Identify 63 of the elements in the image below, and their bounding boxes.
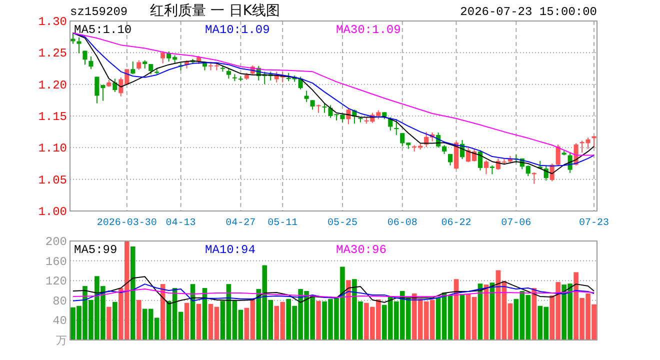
- candlestick: [484, 160, 488, 175]
- x-tick-label: 05-11: [268, 218, 298, 229]
- y-tick-label: 1.00: [38, 205, 67, 219]
- bar: [106, 306, 112, 340]
- y-tick-label: 1.20: [38, 78, 67, 92]
- x-tick-label: 04-13: [166, 218, 196, 229]
- line-series: [72, 276, 595, 304]
- candlestick: [82, 50, 88, 66]
- bar: [184, 302, 190, 340]
- text: MA30:1.09: [336, 23, 401, 37]
- x-tick-label: 06-22: [441, 218, 472, 229]
- candlestick: [556, 144, 560, 166]
- x-tick-label: 2026-03-30: [96, 218, 157, 229]
- x-tick-label: 07-23: [579, 218, 610, 229]
- candlestick: [316, 104, 321, 114]
- bar: [136, 300, 142, 340]
- y-tick-label: 1.15: [38, 110, 67, 124]
- candlestick: [448, 154, 453, 166]
- bar: [460, 294, 465, 340]
- chart-title: 红利质量 一 日K线图: [150, 3, 280, 19]
- candlestick: [76, 36, 82, 54]
- text: 2026-07-23 15:00:00: [460, 5, 597, 19]
- x-tick-label: 07-06: [501, 218, 532, 229]
- bar: [196, 304, 202, 340]
- text: sz159209: [70, 5, 128, 19]
- y-tick-label: 1.05: [38, 173, 67, 188]
- x-tick-label: 04-27: [226, 218, 256, 229]
- text: MA10:94: [205, 243, 256, 257]
- candlestick: [532, 172, 536, 184]
- y-axis-title: 万: [56, 334, 67, 347]
- y-tick-label: 40: [52, 314, 67, 328]
- candlestick: [88, 56, 94, 70]
- candlestick: [70, 32, 76, 44]
- y-tick-label: 1.10: [38, 142, 67, 156]
- text: MA5:99: [74, 243, 118, 257]
- bar: [130, 246, 136, 340]
- text: MA10:1.09: [205, 23, 270, 37]
- candlestick: [478, 150, 482, 171]
- candlestick: [226, 68, 231, 80]
- y-tick-label: 120: [45, 274, 67, 289]
- y-tick-label: 1.25: [38, 46, 67, 61]
- candlestick: [394, 118, 399, 136]
- text: MA30:96: [336, 243, 386, 257]
- x-tick-label: 05-25: [327, 218, 358, 229]
- series-label: MA5:1.10: [74, 23, 132, 37]
- candlestick: [322, 102, 327, 114]
- y-tick-label: 200: [45, 235, 67, 249]
- candlestick: [136, 60, 142, 70]
- y-tick-label: 160: [45, 254, 67, 269]
- bar: [316, 300, 321, 340]
- y-tick-label: 1.30: [38, 15, 67, 29]
- candlestick: [304, 90, 309, 103]
- line-series: [72, 284, 595, 302]
- candlestick: [148, 64, 154, 75]
- candlestick: [310, 100, 315, 110]
- y-tick-label: 80: [52, 294, 67, 308]
- bar: [346, 280, 351, 340]
- candlestick: [130, 61, 136, 75]
- line-series: [72, 288, 595, 298]
- x-tick-label: 06-08: [387, 218, 418, 229]
- candlestick: [160, 50, 166, 64]
- bar: [112, 302, 118, 340]
- bar: [532, 288, 537, 340]
